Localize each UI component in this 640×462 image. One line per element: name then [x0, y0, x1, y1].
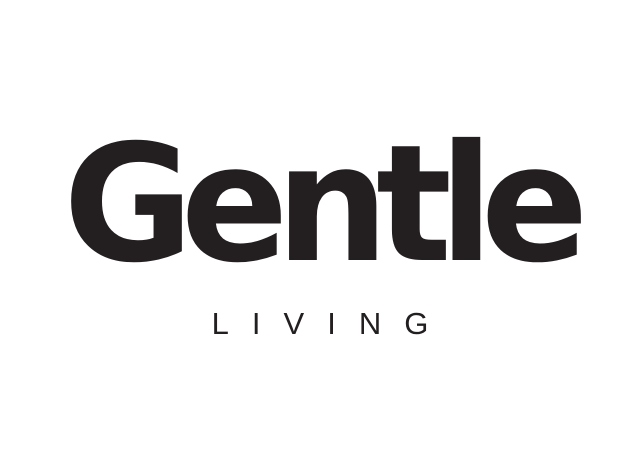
logo-wordmark-container: Gentle [0, 100, 640, 290]
logo-subline-container: LIVING [0, 304, 640, 344]
logo-wordmark: Gentle [63, 111, 589, 299]
logo-subline: LIVING [211, 306, 452, 341]
